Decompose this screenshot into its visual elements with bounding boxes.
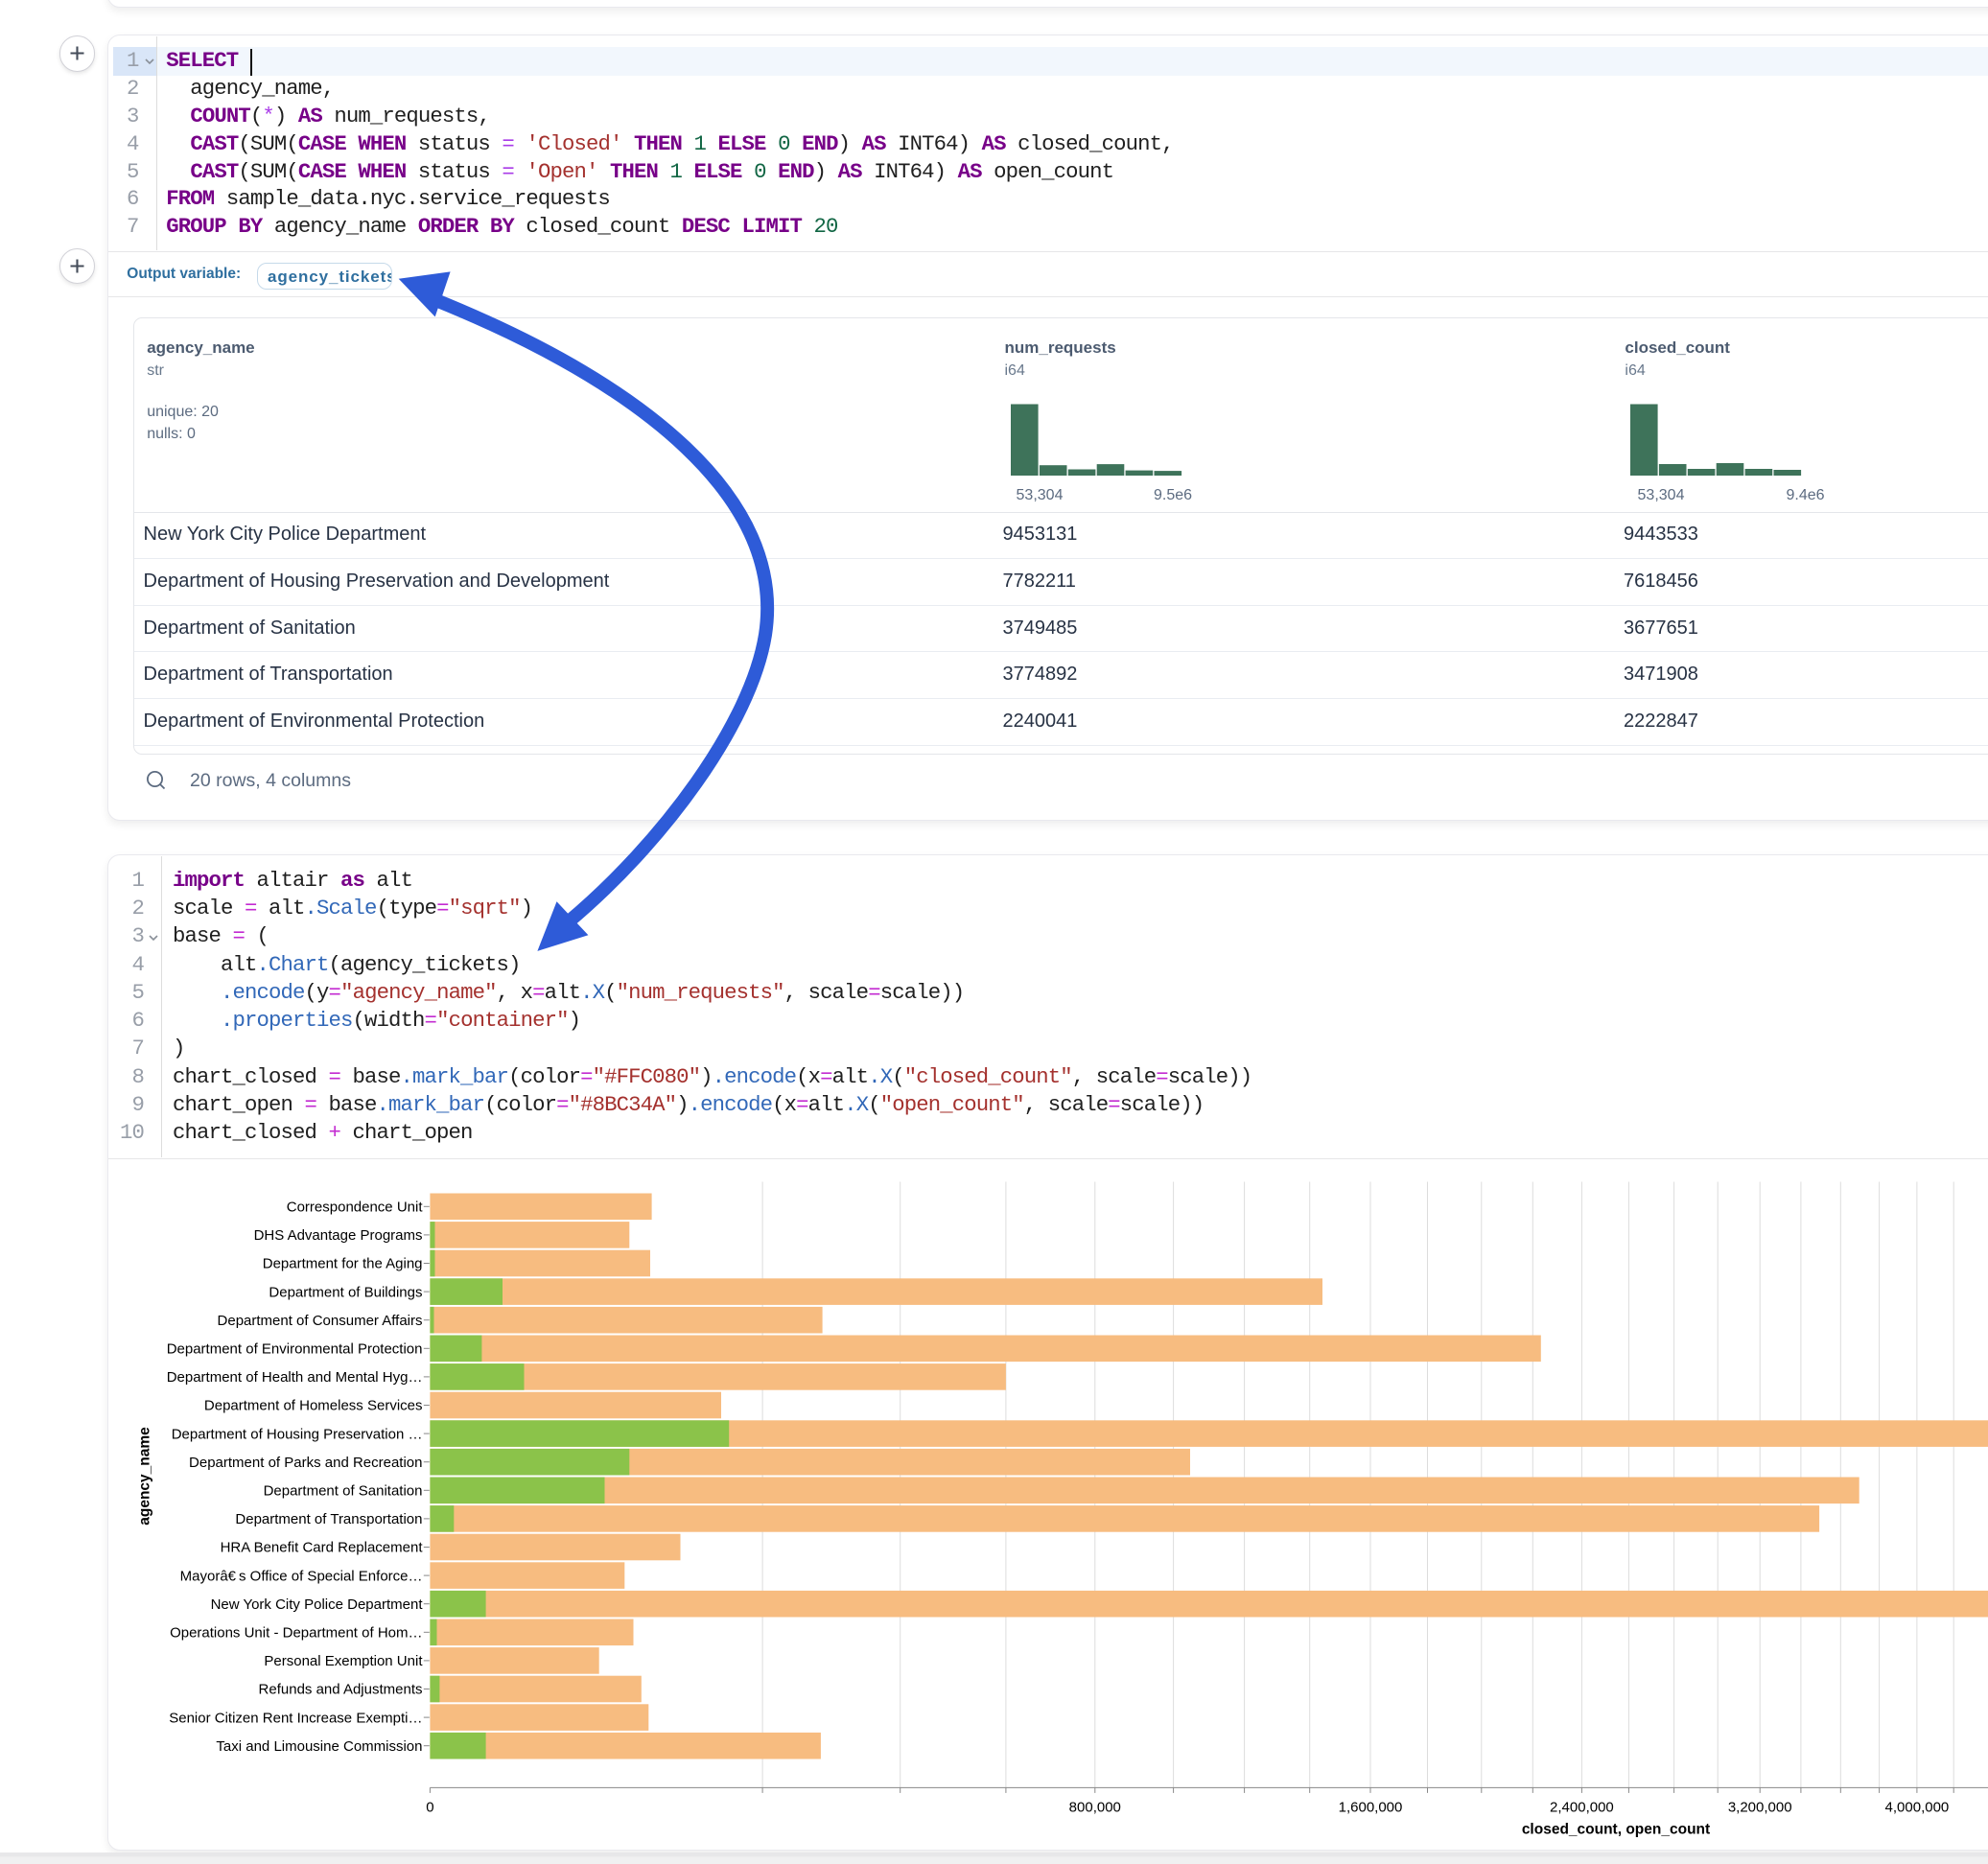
svg-text:DHS Advantage Programs: DHS Advantage Programs bbox=[254, 1227, 423, 1244]
svg-text:agency_name: agency_name bbox=[137, 1426, 153, 1525]
svg-text:3,200,000: 3,200,000 bbox=[1728, 1799, 1792, 1815]
svg-text:Department for the Aging: Department for the Aging bbox=[263, 1255, 423, 1271]
svg-text:Department of Consumer Affairs: Department of Consumer Affairs bbox=[218, 1312, 423, 1328]
svg-text:Department of Transportation: Department of Transportation bbox=[235, 1511, 422, 1527]
svg-text:Operations Unit - Department o: Operations Unit - Department of Hom… bbox=[170, 1624, 422, 1641]
svg-text:Personal Exemption Unit: Personal Exemption Unit bbox=[264, 1653, 423, 1669]
svg-text:Refunds and Adjustments: Refunds and Adjustments bbox=[259, 1681, 423, 1697]
svg-text:Department of Health and Menta: Department of Health and Mental Hyg… bbox=[167, 1369, 423, 1386]
svg-text:4,000,000: 4,000,000 bbox=[1885, 1799, 1950, 1815]
svg-text:0: 0 bbox=[426, 1799, 433, 1815]
svg-text:Senior Citizen Rent Increase E: Senior Citizen Rent Increase Exempti… bbox=[169, 1710, 422, 1726]
svg-text:Department of Homeless Service: Department of Homeless Services bbox=[204, 1397, 423, 1413]
svg-text:Mayorâ€ s Office of Special En: Mayorâ€ s Office of Special Enforce… bbox=[180, 1568, 423, 1584]
svg-text:2,400,000: 2,400,000 bbox=[1550, 1799, 1614, 1815]
svg-text:Department of Parks and Recrea: Department of Parks and Recreation bbox=[189, 1454, 422, 1470]
svg-text:HRA Benefit Card Replacement: HRA Benefit Card Replacement bbox=[221, 1539, 424, 1555]
svg-text:closed_count, open_count: closed_count, open_count bbox=[1522, 1821, 1710, 1837]
svg-text:Department of Buildings: Department of Buildings bbox=[269, 1284, 422, 1300]
svg-text:Department of Housing Preserva: Department of Housing Preservation … bbox=[172, 1426, 423, 1442]
svg-text:Taxi and Limousine Commission: Taxi and Limousine Commission bbox=[216, 1737, 422, 1754]
svg-text:1,600,000: 1,600,000 bbox=[1339, 1799, 1403, 1815]
svg-text:800,000: 800,000 bbox=[1069, 1799, 1121, 1815]
svg-text:New York City Police Departmen: New York City Police Department bbox=[211, 1596, 424, 1612]
svg-text:Department of Sanitation: Department of Sanitation bbox=[264, 1482, 423, 1499]
svg-text:Correspondence Unit: Correspondence Unit bbox=[287, 1199, 424, 1215]
svg-text:Department of Environmental Pr: Department of Environmental Protection bbox=[167, 1340, 423, 1357]
